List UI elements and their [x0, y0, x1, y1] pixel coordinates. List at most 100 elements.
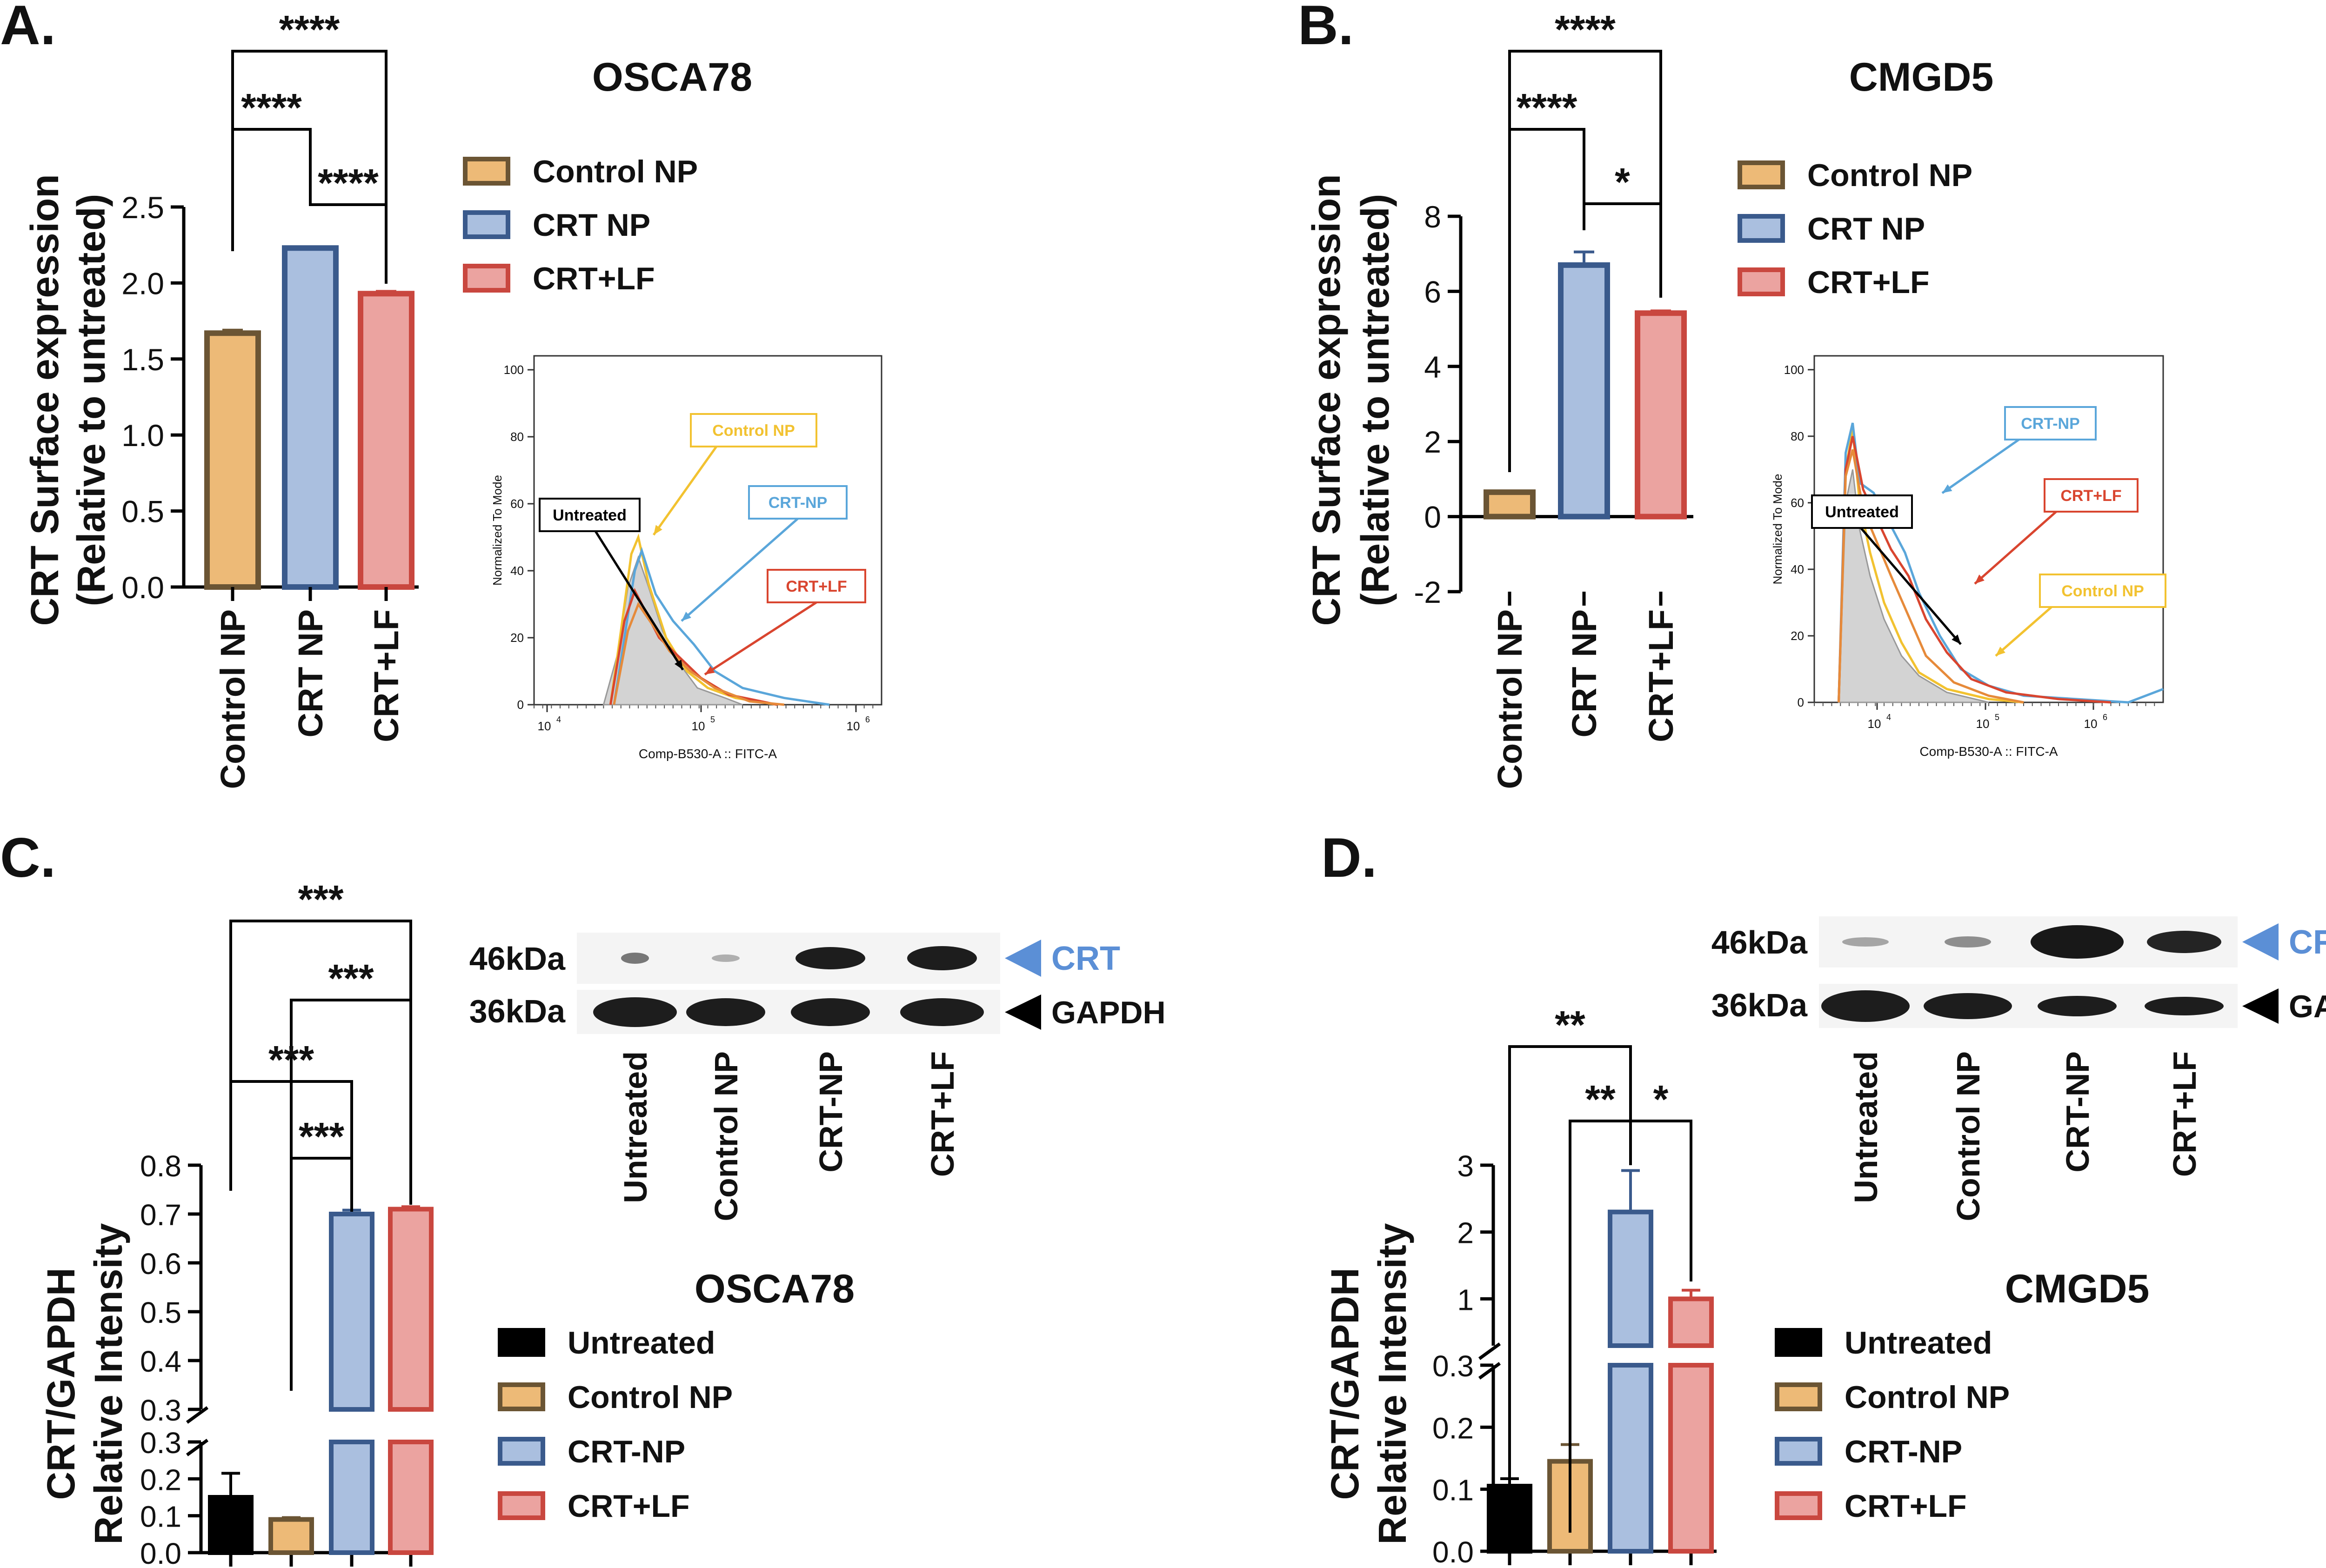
significance-bracket: [229, 1080, 353, 1212]
histogram-orange-curve: [1838, 449, 2024, 704]
gapdh-arrow-icon: [2242, 988, 2279, 1024]
annotation-label: CRT+LF: [2060, 487, 2121, 505]
x-axis-label: Comp-B530-A :: FITC-A: [1919, 744, 2058, 759]
significance-label: *: [1653, 1077, 1669, 1121]
panel-c-ylabel2: Relative Intensity: [87, 1223, 130, 1544]
panel-d-ylabel2: Relative Intensity: [1370, 1223, 1414, 1544]
legend-swatch: [498, 1382, 545, 1411]
annotation-arrow: [594, 530, 684, 671]
blot-marker-36kda: 36kDa: [1711, 987, 1808, 1023]
y-tick-label: 0.8: [140, 1149, 181, 1183]
significance-bracket: [1583, 202, 1662, 298]
x-tick-exponent: 4: [556, 715, 561, 724]
gapdh-arrow-icon: [1005, 994, 1041, 1030]
significance-label: ****: [1555, 7, 1616, 51]
annotation-arrowhead: [674, 660, 683, 670]
y-tick-label: 0.3: [1432, 1349, 1474, 1383]
bar-lower-segment: [1608, 1363, 1653, 1554]
y-tick-label: 3: [1457, 1149, 1474, 1183]
y-tick-label: 2.0: [121, 266, 164, 300]
annotation-arrowhead: [1996, 647, 2005, 656]
annotation-label: Untreated: [1825, 503, 1899, 521]
bar: [208, 1495, 254, 1555]
y-tick-label: 0.2: [140, 1463, 181, 1496]
x-tick-label: 10: [1976, 717, 1990, 731]
y-tick-label: 100: [504, 363, 524, 377]
significance-bracket: [1508, 1045, 1632, 1542]
blot-label-crt: CRT: [1051, 940, 1120, 977]
annotation-box: [2044, 478, 2139, 513]
y-tick-label: 8: [1424, 200, 1441, 234]
crt-arrow-icon: [1005, 940, 1041, 977]
blot-marker-46kda: 46kDa: [469, 941, 566, 977]
panel-b-title: CMGD5: [1849, 55, 1994, 100]
annotation-box: [1811, 494, 1913, 529]
x-tick-exponent: 4: [1886, 713, 1891, 722]
legend-label: CRT+LF: [568, 1488, 690, 1524]
annotation-arrow: [681, 518, 799, 622]
x-tick-label: CRT NP: [1565, 609, 1604, 737]
blot-band-gapdh: [900, 998, 984, 1026]
blot-lane-label: CRT+LF: [2166, 1051, 2203, 1177]
significance-bracket: [1629, 1120, 1692, 1281]
y-tick-label: 0.3: [140, 1394, 181, 1427]
significance-label: ***: [328, 956, 374, 1000]
x-tick-label: CRT+LF: [367, 609, 406, 742]
annotation-box: [767, 569, 866, 603]
y-tick-label: 1.5: [121, 342, 164, 377]
x-tick-label: Control NP: [214, 609, 252, 789]
y-tick-label: 0: [517, 698, 524, 712]
legend-label: Control NP: [533, 154, 698, 189]
annotation-arrow: [652, 446, 718, 536]
legend-label: CRT+LF: [1845, 1488, 1967, 1524]
y-tick-label: 2: [1457, 1216, 1474, 1250]
panel-d-legend: Untreated Control NP CRT-NP CRT+LF: [1775, 1325, 2010, 1524]
legend-swatch: [1775, 1382, 1822, 1411]
axis-break-mark: [186, 1406, 209, 1424]
annotation-arrowhead: [682, 612, 691, 621]
legend-label: Control NP: [1807, 158, 1972, 193]
blot-marker-36kda: 36kDa: [469, 993, 566, 1029]
annotation-arrow: [704, 601, 817, 676]
blot-lane-label: CRT+LF: [924, 1051, 961, 1177]
panel-b-ylabel2: (Relative to untreated): [1353, 194, 1397, 607]
legend-label: CRT+LF: [1807, 265, 1930, 300]
blot-marker-46kda: 46kDa: [1711, 924, 1808, 961]
bar: [282, 245, 339, 590]
x-tick-label: Control NP: [1491, 609, 1529, 789]
x-tick-label: 10: [692, 719, 705, 733]
y-tick-label: 2: [1424, 425, 1441, 459]
y-tick-label: 60: [510, 497, 524, 511]
panel-d-ylabel: CRT/GAPDH: [1323, 1268, 1367, 1500]
y-tick-label: 100: [1784, 363, 1804, 377]
bar: [358, 291, 414, 590]
blot-lane-label: Control NP: [1950, 1051, 1986, 1221]
annotation-label: CRT-NP: [2021, 415, 2080, 433]
y-axis-label: Normalized To Mode: [490, 475, 504, 586]
significance-label: ***: [299, 1114, 344, 1158]
panel-d-western-blot: Untreated Control NP CRT-NP CRT+LF 46kDa 36kD…: [1711, 916, 2326, 1221]
y-tick-label: 0.5: [140, 1296, 181, 1329]
axis-break-mark: [1478, 1342, 1501, 1360]
blot-lane-label: Untreated: [1848, 1051, 1884, 1203]
annotation-label: Control NP: [712, 422, 795, 440]
legend-label: Untreated: [568, 1325, 715, 1361]
legend-swatch: [1738, 160, 1785, 189]
significance-label: ****: [241, 86, 302, 129]
y-tick-label: 0.0: [140, 1537, 181, 1568]
panel-letter-a: A.: [0, 0, 56, 56]
significance-label: ***: [298, 877, 343, 921]
annotation-box: [2039, 574, 2166, 608]
significance-bracket: [1508, 128, 1585, 472]
panel-c-title: OSCA78: [695, 1267, 855, 1311]
y-tick-label: 0.1: [140, 1500, 181, 1534]
significance-label: **: [1555, 1003, 1585, 1047]
blot-lane-label: CRT-NP: [813, 1051, 849, 1173]
legend-swatch: [1775, 1437, 1822, 1466]
blot-band-gapdh: [791, 998, 870, 1026]
blot-band-gapdh: [593, 997, 677, 1027]
annotation-arrowhead: [654, 525, 662, 535]
blot-lane-label: Control NP: [708, 1051, 744, 1221]
bar-lower-segment: [1668, 1363, 1714, 1554]
